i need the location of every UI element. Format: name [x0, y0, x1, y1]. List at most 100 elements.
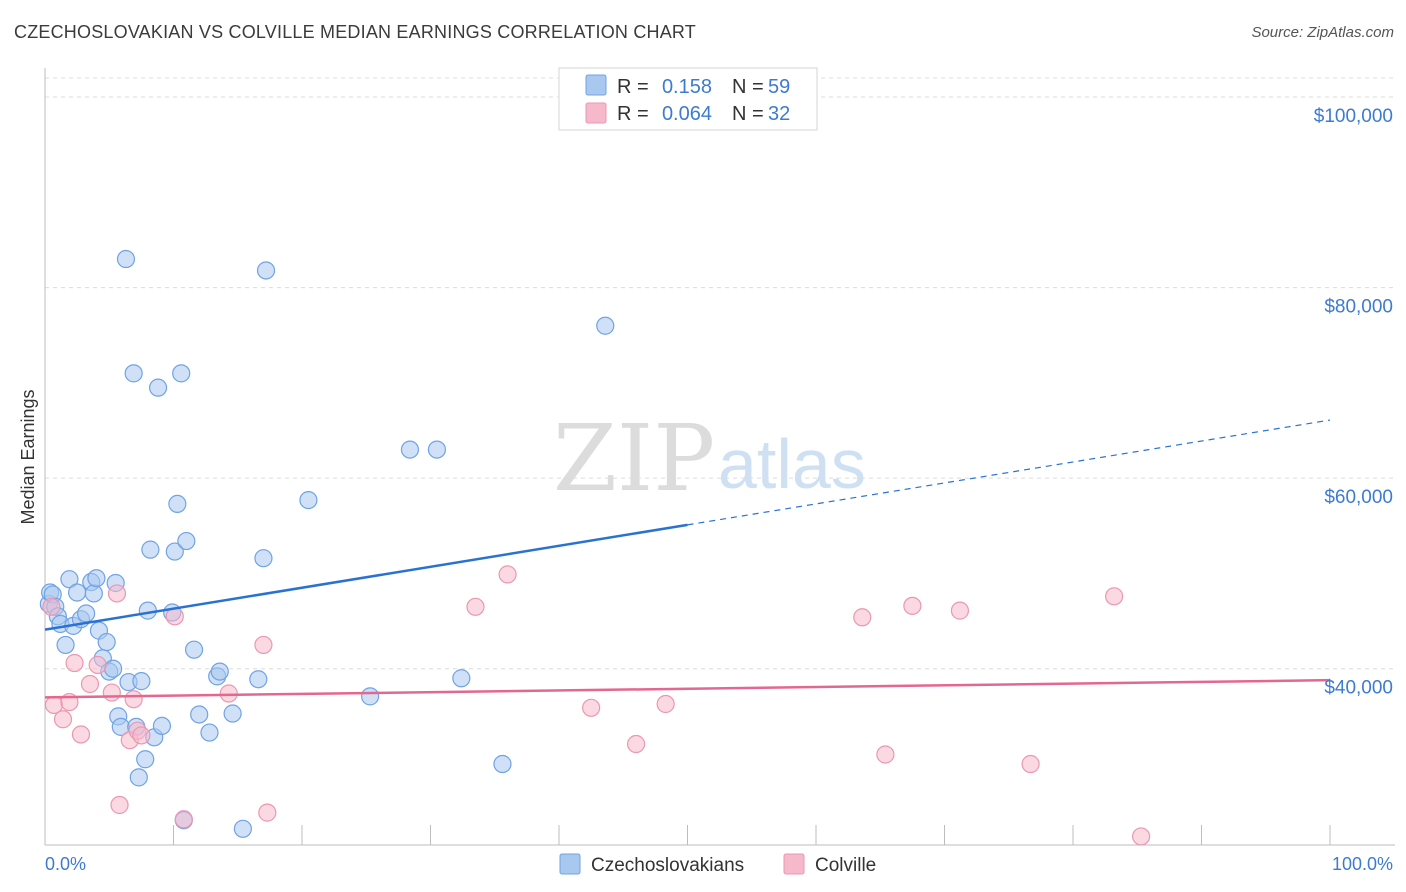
point-czechoslovakians: [97, 632, 116, 652]
point-czechoslovakians: [148, 378, 168, 397]
trend-line-extension-czechoslovakians: [687, 419, 1331, 526]
point-colville: [498, 565, 517, 584]
point-czechoslovakians: [452, 669, 471, 688]
point-czechoslovakians: [254, 549, 273, 568]
point-colville: [174, 810, 193, 829]
point-colville: [258, 803, 277, 822]
point-czechoslovakians: [256, 261, 276, 280]
point-colville: [1105, 587, 1124, 606]
point-colville: [42, 597, 61, 616]
point-colville: [132, 726, 151, 745]
axes: [44, 68, 1395, 846]
y-tick-label: $40,000: [1324, 678, 1393, 699]
x-tick-label-min: 0.0%: [45, 854, 86, 874]
point-czechoslovakians: [124, 364, 143, 383]
point-czechoslovakians: [299, 490, 318, 510]
y-tick-label: $80,000: [1324, 297, 1393, 318]
point-colville: [903, 596, 922, 615]
point-czechoslovakians: [77, 604, 96, 623]
point-czechoslovakians: [165, 542, 184, 561]
point-czechoslovakians: [87, 569, 106, 588]
legend-swatch-czechoslovakians: [559, 853, 581, 875]
legend-n-value: 59: [768, 76, 790, 98]
point-czechoslovakians: [152, 716, 172, 736]
legend-n-label: N =: [732, 76, 764, 98]
source-credit: Source: ZipAtlas.com: [1251, 24, 1394, 41]
point-czechoslovakians: [596, 316, 615, 335]
legend-r-label: R =: [617, 103, 649, 125]
legend-r-value: 0.158: [662, 76, 712, 98]
trend-lines: [44, 419, 1331, 699]
point-colville: [582, 698, 601, 717]
point-colville: [88, 655, 107, 675]
point-czechoslovakians: [172, 364, 191, 383]
y-tick-label: $60,000: [1324, 487, 1393, 508]
point-czechoslovakians: [493, 754, 512, 774]
point-colville: [1021, 754, 1040, 774]
point-colville: [107, 584, 127, 603]
point-colville: [80, 674, 100, 694]
point-colville: [71, 725, 91, 744]
point-colville: [254, 635, 273, 655]
point-czechoslovakians: [60, 570, 79, 589]
legend-label-colville: Colville: [815, 855, 876, 876]
legend-swatch-colville: [585, 102, 607, 124]
point-colville: [466, 597, 485, 616]
point-czechoslovakians: [427, 440, 447, 459]
point-czechoslovakians: [361, 687, 380, 706]
point-czechoslovakians: [84, 584, 103, 603]
legend-swatch-colville: [783, 853, 805, 875]
y-tick-labels: $40,000 $60,000 $80,000 $100,000: [1314, 106, 1393, 699]
x-tick-label-max: 100.0%: [1332, 854, 1393, 874]
point-colville: [65, 653, 84, 673]
point-czechoslovakians: [168, 494, 187, 513]
point-czechoslovakians: [177, 531, 196, 551]
point-czechoslovakians: [210, 662, 229, 681]
point-czechoslovakians: [129, 768, 148, 787]
point-czechoslovakians: [233, 819, 252, 838]
point-colville: [950, 601, 970, 620]
legend-bottom: Czechoslovakians Colville: [559, 853, 876, 876]
point-colville: [219, 684, 238, 703]
legend-top: R = 0.158 N = 59 R = 0.064 N = 32: [558, 67, 818, 131]
point-colville: [53, 710, 73, 729]
point-czechoslovakians: [136, 750, 155, 769]
point-colville: [124, 690, 143, 709]
point-colville: [110, 795, 129, 815]
point-colville: [853, 608, 872, 627]
point-czechoslovakians: [132, 672, 151, 691]
watermark-atlas: atlas: [718, 425, 866, 503]
point-czechoslovakians: [68, 583, 87, 602]
x-tick-labels: 0.0% 100.0%: [45, 854, 1393, 874]
trend-line-colville: [44, 678, 1331, 699]
data-points: [39, 249, 1151, 846]
legend-r-label: R =: [617, 76, 649, 98]
legend-r-value: 0.064: [662, 103, 712, 125]
point-colville: [1132, 827, 1151, 846]
point-colville: [876, 745, 895, 764]
point-czechoslovakians: [190, 705, 209, 724]
point-colville: [656, 694, 675, 714]
trend-line-czechoslovakians: [44, 523, 688, 631]
point-czechoslovakians: [184, 640, 204, 659]
point-colville: [626, 734, 646, 754]
point-czechoslovakians: [104, 659, 123, 678]
grid-lines: [45, 77, 1395, 670]
legend-swatch-czechoslovakians: [585, 74, 607, 96]
point-czechoslovakians: [200, 723, 219, 742]
legend-label-czechoslovakians: Czechoslovakians: [591, 855, 744, 876]
point-colville: [102, 683, 121, 702]
point-czechoslovakians: [116, 249, 136, 269]
y-tick-label: $100,000: [1314, 106, 1393, 127]
point-czechoslovakians: [56, 635, 75, 655]
watermark: ZIP atlas: [553, 405, 866, 512]
watermark-zip: ZIP: [553, 405, 715, 512]
y-axis-title: Median Earnings: [18, 389, 38, 524]
point-czechoslovakians: [141, 540, 160, 559]
point-czechoslovakians: [138, 601, 157, 620]
point-czechoslovakians: [223, 704, 242, 723]
point-czechoslovakians: [400, 440, 420, 459]
point-czechoslovakians: [249, 670, 268, 689]
legend-n-label: N =: [732, 103, 764, 125]
